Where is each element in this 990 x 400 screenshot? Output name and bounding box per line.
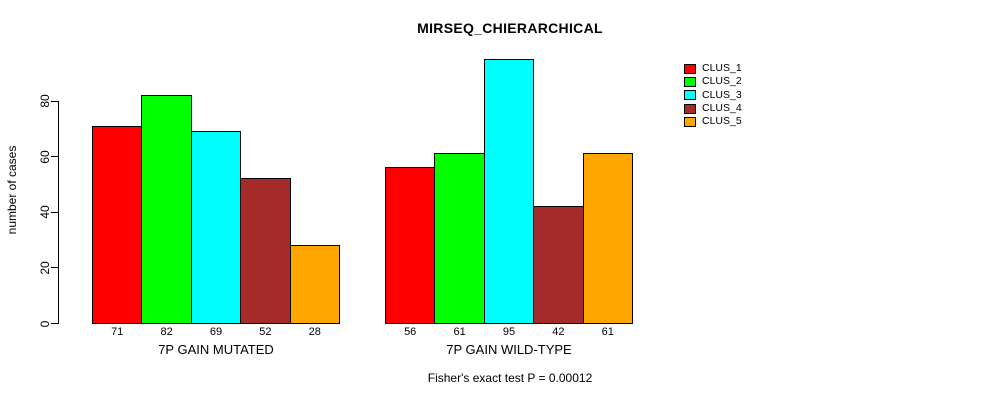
bar-clus_2-group2 [434, 153, 485, 324]
category-label: 7P GAIN MUTATED [158, 342, 274, 357]
bar-clus_2-group1 [141, 95, 192, 324]
y-axis-tick [51, 323, 58, 324]
bar-clus_5-group1 [289, 245, 340, 324]
bar-clus_3-group1 [190, 131, 242, 324]
bar-value-label: 42 [552, 326, 565, 338]
legend-label: CLUS_4 [702, 102, 742, 115]
y-axis-line [58, 100, 59, 324]
bar-value-label: 95 [502, 326, 516, 338]
bar-value-label: 52 [259, 326, 272, 338]
y-axis-tick-label: 80 [38, 94, 52, 108]
y-axis-tick-label: 20 [38, 261, 52, 275]
y-axis-tick-label: 0 [38, 320, 52, 327]
chart-title: MIRSEQ_CHIERARCHICAL [417, 20, 603, 36]
legend-item-clus_2: CLUS_2 [684, 75, 742, 88]
y-axis-tick-label: 40 [38, 205, 52, 219]
y-axis-tick [51, 100, 58, 102]
legend-item-clus_5: CLUS_5 [684, 115, 742, 128]
legend-label: CLUS_3 [702, 88, 742, 101]
legend-color-swatch-icon [684, 103, 696, 114]
bar-value-label: 69 [209, 326, 223, 338]
legend-item-clus_3: CLUS_3 [684, 89, 742, 102]
legend-label: CLUS_1 [702, 62, 742, 75]
legend-item-clus_1: CLUS_1 [684, 62, 742, 75]
bar-clus_5-group2 [582, 153, 633, 324]
y-axis-tick [51, 267, 58, 269]
bar-value-label: 82 [160, 326, 173, 338]
legend-label: CLUS_5 [702, 115, 742, 128]
legend-color-swatch-icon [684, 90, 696, 101]
y-axis-tick [51, 156, 58, 158]
y-axis-tick [51, 211, 58, 213]
legend-color-swatch-icon [684, 76, 696, 87]
bar-clus_3-group2 [483, 58, 535, 324]
legend-item-clus_4: CLUS_4 [684, 102, 742, 115]
bar-clus_1-group1 [92, 125, 143, 324]
bar-clus_1-group2 [385, 167, 436, 324]
legend-label: CLUS_2 [702, 75, 742, 88]
bar-clus_4-group1 [240, 178, 291, 324]
bar-value-label: 56 [404, 326, 417, 338]
y-axis-tick-label: 60 [38, 150, 52, 164]
legend-color-swatch-icon [684, 116, 696, 127]
y-axis-title: number of cases [5, 145, 19, 235]
annotation-text: Fisher's exact test P = 0.00012 [427, 371, 593, 385]
bar-value-label: 61 [453, 326, 466, 338]
bar-value-label: 61 [601, 326, 614, 338]
legend-color-swatch-icon [684, 63, 696, 74]
bar-value-label: 71 [111, 326, 124, 338]
legend: CLUS_1 CLUS_2 CLUS_3 CLUS_4 CLUS_5 [684, 62, 742, 128]
category-label: 7P GAIN WILD-TYPE [446, 342, 572, 357]
bar-value-label: 28 [308, 326, 321, 338]
bar-clus_4-group2 [533, 206, 584, 324]
